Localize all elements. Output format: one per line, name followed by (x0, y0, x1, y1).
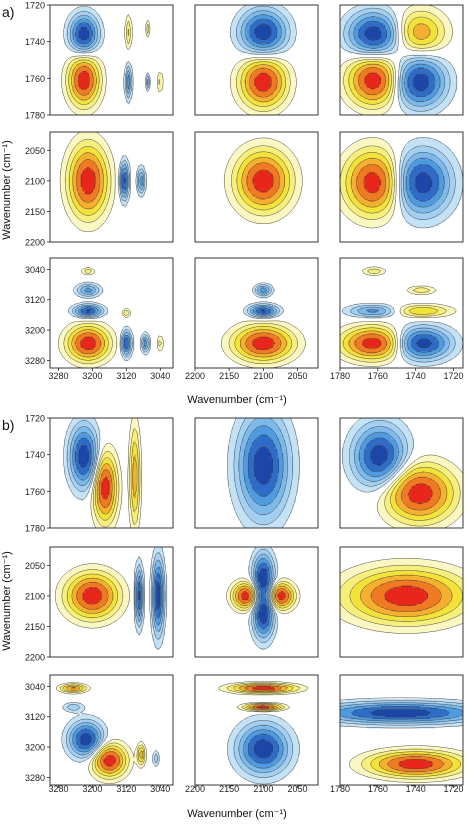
y-tick-label: 1740 (25, 37, 45, 47)
contour-cell (346, 104, 348, 106)
contour-cell (361, 53, 363, 55)
y-tick-label: 2100 (25, 176, 45, 186)
contour-cell (269, 53, 271, 55)
x-tick-label: 3200 (82, 371, 102, 381)
panel-label: a) (2, 4, 14, 20)
contour-cell (267, 53, 269, 55)
x-tick-label: 2150 (219, 371, 239, 381)
y-tick-label: 2050 (25, 146, 45, 156)
contour-cell (283, 108, 285, 110)
x-tick-label: 1740 (406, 371, 426, 381)
contour-cell (68, 47, 70, 49)
contour-cell (410, 47, 412, 49)
x-tick-label: 1720 (444, 371, 464, 381)
x-tick-label: 2100 (253, 371, 273, 381)
y-tick-label: 1780 (25, 111, 45, 121)
x-tick-label: 3280 (48, 371, 68, 381)
y-tick-label: 1760 (25, 74, 45, 84)
contour-cell (354, 51, 356, 53)
contour-panel-a-r0-c0 (50, 5, 173, 115)
contour-cell (261, 53, 263, 55)
contour-fill-layer (62, 6, 164, 115)
x-tick-label: 2050 (287, 371, 307, 381)
contour-fill-layer (340, 5, 457, 115)
contour-cell (257, 53, 259, 55)
y-tick-label: 2200 (25, 238, 45, 248)
y-tick-label: 3200 (25, 326, 45, 336)
x-axis-title: Wavenumber (cm⁻¹) (187, 394, 287, 406)
x-tick-label: 3040 (150, 371, 170, 381)
y-axis-title: Wavenumber (cm⁻¹) (1, 140, 13, 240)
y-tick-label: 3120 (25, 295, 45, 305)
contour-cell (248, 51, 250, 53)
contour-cell (363, 53, 365, 55)
x-tick-label: 1760 (368, 371, 388, 381)
x-tick-label: 1780 (330, 371, 350, 381)
contour-cell (265, 53, 267, 55)
contour-fill-layer (230, 5, 297, 115)
contour-cell (259, 53, 261, 55)
contour-cell (385, 53, 387, 55)
y-tick-label: 2150 (25, 207, 45, 217)
y-tick-label: 1720 (25, 1, 45, 11)
contour-cell (277, 51, 279, 53)
contour-cell (352, 108, 354, 110)
contour-cell (391, 51, 393, 53)
y-tick-label: 3280 (25, 356, 45, 366)
x-tick-label: 2200 (185, 371, 205, 381)
contour-panel-a-r0-c1 (195, 5, 318, 115)
contour-cell (73, 49, 75, 51)
contour-cell (93, 49, 95, 51)
y-tick-label: 3040 (25, 265, 45, 275)
contour-panel-a-r0-c2 (340, 5, 463, 115)
contour-cell (263, 53, 265, 55)
x-tick-label: 3120 (116, 371, 136, 381)
